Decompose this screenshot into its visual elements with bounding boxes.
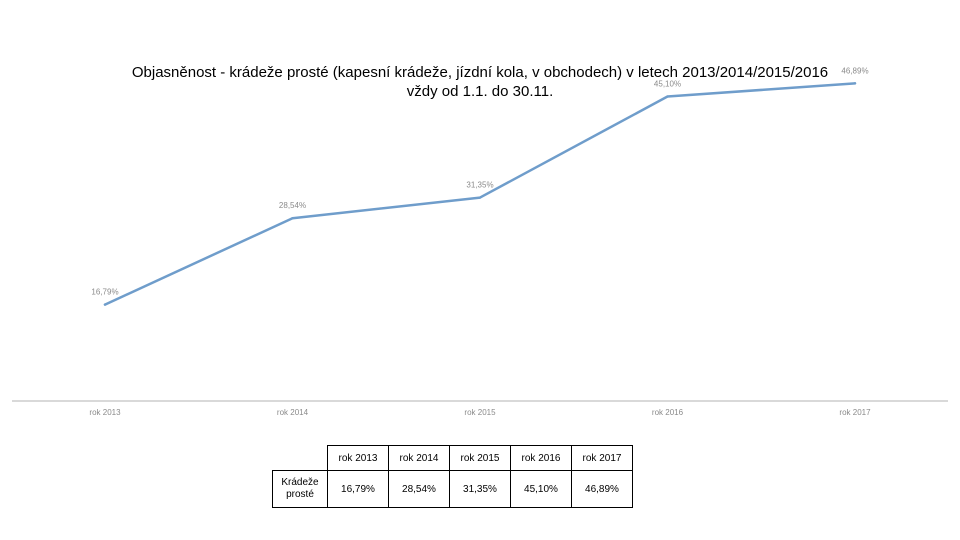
row-label-line-1: Krádeže [281, 477, 319, 488]
x-tick-label: rok 2014 [277, 408, 309, 417]
data-point [103, 303, 107, 306]
table-value-cell: 45,10% [510, 470, 572, 508]
x-tick-label: rok 2015 [464, 408, 496, 417]
table-value-cell: 16,79% [327, 470, 389, 508]
table-header-cell: rok 2016 [510, 445, 572, 471]
data-table: rok 2013 rok 2014 rok 2015 rok 2016 rok … [272, 445, 633, 508]
data-label: 45,10% [654, 80, 681, 89]
chart-title: Objasněnost - krádeže prosté (kapesní kr… [0, 63, 960, 101]
x-tick-label: rok 2016 [652, 408, 684, 417]
data-label: 31,35% [466, 181, 493, 190]
chart-title-line-2: vždy od 1.1. do 30.11. [406, 83, 554, 100]
line-chart: rok 2013 rok 2014 rok 2015 rok 2016 rok 2017… [12, 66, 948, 417]
x-tick-label: rok 2017 [839, 408, 871, 417]
data-point [853, 82, 857, 85]
data-point [291, 217, 294, 220]
chart-title-line-1: Objasněnost - krádeže prosté (kapesní kr… [131, 64, 829, 81]
data-label: 16,79% [91, 288, 118, 297]
series-line [103, 82, 857, 306]
table-corner-cell [272, 445, 328, 471]
table-header-cell: rok 2013 [327, 445, 389, 471]
data-label: 28,54% [279, 201, 306, 210]
table-value-cell: 46,89% [571, 470, 633, 508]
table-row-label: Krádeže prosté [272, 470, 328, 508]
table-value-cell: 31,35% [449, 470, 511, 508]
row-label-line-2: prosté [286, 489, 314, 500]
table-header-cell: rok 2017 [571, 445, 633, 471]
table-header-cell: rok 2015 [449, 445, 511, 471]
data-point [478, 196, 482, 199]
table-value-cell: 28,54% [388, 470, 450, 508]
data-point [666, 95, 669, 98]
table-header-cell: rok 2014 [388, 445, 450, 471]
table-header-row: rok 2013 rok 2014 rok 2015 rok 2016 rok … [272, 445, 633, 471]
table-row: Krádeže prosté 16,79% 28,54% 31,35% 45,1… [272, 470, 633, 508]
data-label: 46,89% [841, 66, 868, 75]
x-tick-label: rok 2013 [89, 408, 121, 417]
